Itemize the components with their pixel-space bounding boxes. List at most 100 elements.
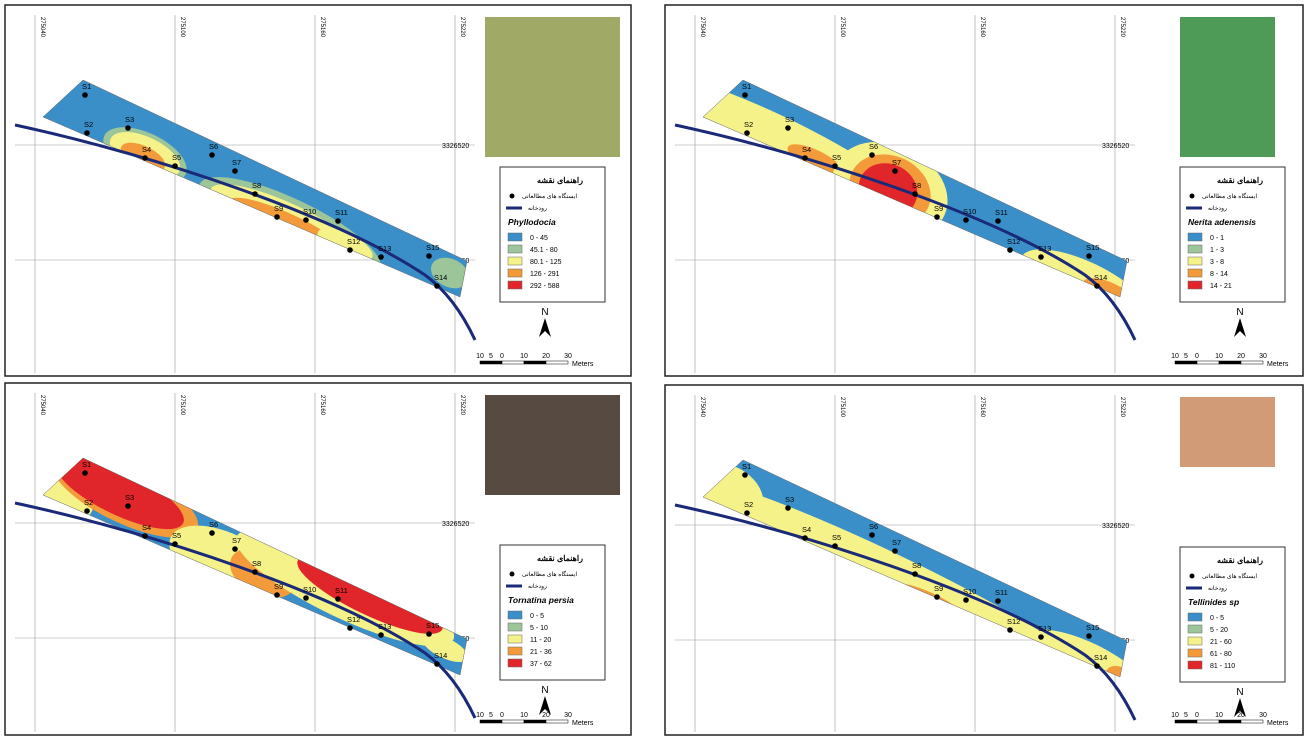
legend-river-label: رودخانه (1208, 585, 1227, 592)
photo (485, 395, 620, 495)
station (892, 168, 898, 174)
legend-class-label: 5 - 20 (1210, 627, 1228, 634)
station-label: S12 (347, 237, 360, 246)
station (232, 546, 238, 552)
station (742, 472, 748, 478)
scale-segment (1241, 361, 1263, 364)
station-label: S12 (1007, 237, 1020, 246)
scale-label: 30 (564, 712, 572, 719)
legend-species: Nerita adenensis (1188, 217, 1256, 227)
station-label: S11 (995, 588, 1008, 597)
station (274, 592, 280, 598)
scale-label: 30 (1259, 712, 1267, 719)
station (995, 218, 1001, 224)
station-label: S4 (142, 145, 151, 154)
station-label: S13 (378, 622, 391, 631)
legend-title: راهنمای نقشه (537, 554, 583, 564)
legend-species: Tornatina persia (508, 595, 574, 605)
legend-swatch (508, 611, 522, 619)
station (1086, 253, 1092, 259)
scale-label: 10 (1171, 712, 1179, 719)
legend-swatch (1188, 257, 1202, 265)
north-label: N (541, 307, 548, 318)
station-label: S1 (742, 462, 751, 471)
legend-swatch (508, 623, 522, 631)
scale-unit: Meters (572, 361, 594, 368)
station-label: S5 (172, 153, 181, 162)
legend-class-label: 80.1 - 125 (530, 259, 562, 266)
station-label: S9 (934, 204, 943, 213)
station (335, 596, 341, 602)
station (963, 217, 969, 223)
scale-segment (1197, 720, 1219, 723)
x-coordinate-label: 275220 (459, 17, 465, 38)
station (963, 597, 969, 603)
station-label: S14 (1094, 653, 1107, 662)
x-coordinate-label: 275100 (839, 397, 845, 418)
legend-class-label: 1 - 3 (1210, 247, 1224, 254)
station-label: S7 (232, 158, 241, 167)
legend-river-label: رودخانه (1208, 205, 1227, 212)
station-label: S3 (125, 493, 134, 502)
station (232, 168, 238, 174)
station-label: S5 (832, 533, 841, 542)
legend-station-symbol (1190, 574, 1195, 579)
station (142, 533, 148, 539)
scale-segment (546, 361, 568, 364)
station (84, 130, 90, 136)
legend-class-label: 5 - 10 (530, 625, 548, 632)
legend-class-label: 8 - 14 (1210, 271, 1228, 278)
legend-class-label: 0 - 5 (1210, 615, 1224, 622)
station-label: S6 (869, 522, 878, 531)
station-label: S4 (802, 525, 811, 534)
station-label: S14 (434, 651, 447, 660)
station-label: S8 (252, 181, 261, 190)
station (832, 543, 838, 549)
station-label: S10 (303, 585, 316, 594)
scale-segment (502, 720, 524, 723)
legend-species: Phyllodocia (508, 217, 556, 227)
scale-label: 10 (520, 353, 528, 360)
station-label: S8 (252, 559, 261, 568)
station (378, 632, 384, 638)
scale-segment (1241, 720, 1263, 723)
legend-swatch (508, 659, 522, 667)
station (335, 218, 341, 224)
station-label: S13 (1038, 244, 1051, 253)
station (1094, 283, 1100, 289)
x-coordinate-label: 275100 (839, 17, 845, 38)
scale-label: 10 (1171, 353, 1179, 360)
station (434, 283, 440, 289)
station (802, 155, 808, 161)
station-label: S6 (869, 142, 878, 151)
station-label: S2 (744, 500, 753, 509)
station (744, 130, 750, 136)
x-coordinate-label: 275040 (39, 395, 45, 416)
station-label: S1 (82, 82, 91, 91)
station-label: S2 (84, 498, 93, 507)
station (303, 217, 309, 223)
station-label: S9 (934, 584, 943, 593)
scale-label: 20 (1237, 353, 1245, 360)
x-coordinate-label: 275100 (179, 395, 185, 416)
legend-title: راهنمای نقشه (1217, 176, 1263, 186)
photo (485, 17, 620, 157)
station-label: S13 (378, 244, 391, 253)
scale-segment (1197, 361, 1219, 364)
y-coordinate-label: 3326520 (1102, 523, 1129, 530)
y-coordinate-label: 3326520 (442, 143, 469, 150)
station (1038, 254, 1044, 260)
station-label: S15 (1086, 623, 1099, 632)
y-coordinate-label: 3326520 (1102, 143, 1129, 150)
scale-label: 10 (476, 353, 484, 360)
legend-swatch (508, 245, 522, 253)
legend-station-symbol (1190, 194, 1195, 199)
legend-station-symbol (510, 572, 515, 577)
legend-swatch (1188, 649, 1202, 657)
station-label: S11 (335, 586, 348, 595)
station (274, 214, 280, 220)
station (802, 535, 808, 541)
station (303, 595, 309, 601)
north-label: N (1236, 687, 1243, 698)
map-panel: 27504027510027516027522033265203326460S1… (5, 5, 631, 376)
